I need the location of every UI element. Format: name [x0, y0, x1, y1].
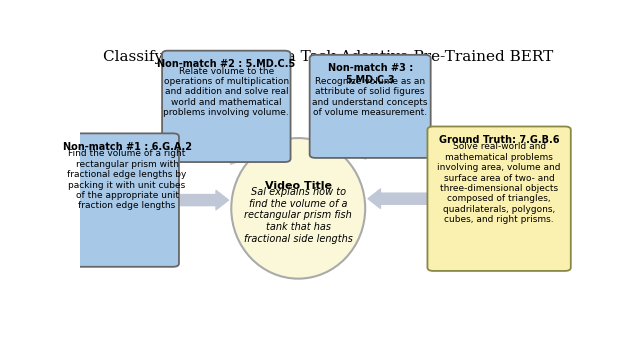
Text: Non-match #1 : 6.G.A.2: Non-match #1 : 6.G.A.2: [63, 142, 191, 152]
FancyArrowPatch shape: [227, 137, 273, 164]
FancyBboxPatch shape: [162, 51, 291, 162]
Text: Classifying Math KCs via Task-Adaptive Pre-Trained BERT: Classifying Math KCs via Task-Adaptive P…: [103, 50, 553, 64]
Text: Ground Truth: 7.G.B.6: Ground Truth: 7.G.B.6: [439, 135, 559, 145]
Text: Recognize volume as an
attribute of solid figures
and understand concepts
of vol: Recognize volume as an attribute of soli…: [312, 77, 428, 117]
Text: Solve real-world and
mathematical problems
involving area, volume and
surface ar: Solve real-world and mathematical proble…: [437, 142, 561, 224]
Text: Find the volume of a right
rectangular prism with
fractional edge lengths by
pac: Find the volume of a right rectangular p…: [67, 149, 187, 211]
FancyBboxPatch shape: [76, 134, 179, 267]
FancyArrowPatch shape: [368, 189, 430, 208]
Text: Non-match #2 : 5.MD.C.5: Non-match #2 : 5.MD.C.5: [157, 59, 296, 69]
Text: Non-match #3 :
5.MD.C.3: Non-match #3 : 5.MD.C.3: [328, 63, 413, 85]
FancyArrowPatch shape: [176, 190, 228, 210]
Ellipse shape: [231, 138, 365, 279]
Text: Relate volume to the
operations of multiplication
and addition and solve real
wo: Relate volume to the operations of multi…: [163, 67, 289, 117]
FancyBboxPatch shape: [428, 126, 571, 271]
Text: Video Title: Video Title: [265, 181, 332, 191]
FancyBboxPatch shape: [310, 55, 431, 158]
Text: Sal explains how to
find the volume of a
rectangular prism fish
tank that has
fr: Sal explains how to find the volume of a…: [244, 187, 353, 243]
FancyArrowPatch shape: [328, 136, 369, 159]
